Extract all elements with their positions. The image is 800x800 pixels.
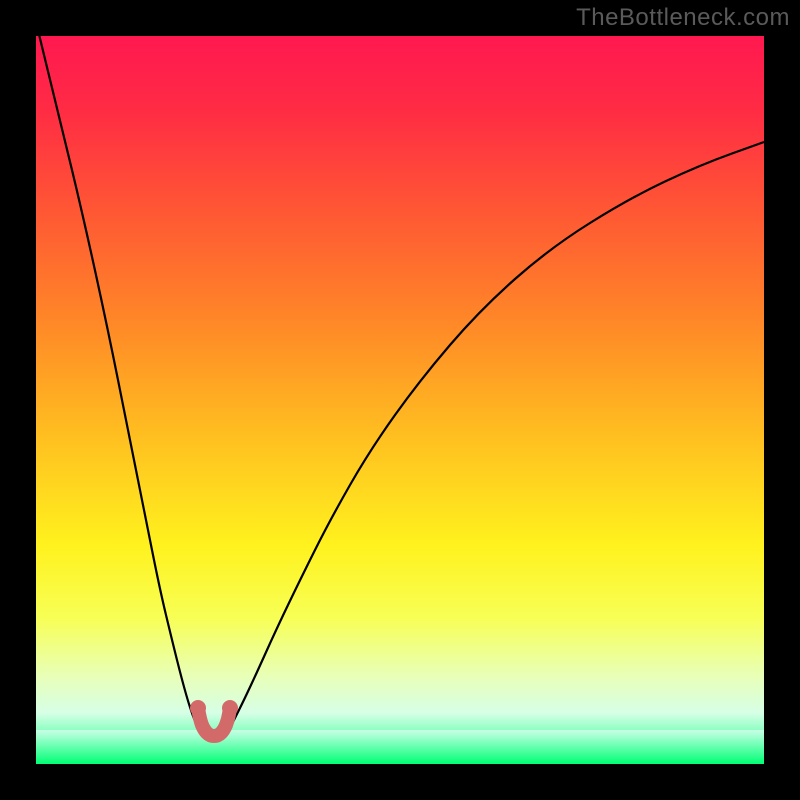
bottleneck-curve-left	[36, 22, 200, 732]
watermark-text: TheBottleneck.com	[576, 4, 790, 32]
bottleneck-curve-right	[228, 142, 764, 732]
dip-end-dot-left	[190, 700, 206, 716]
dip-end-dot-right	[222, 700, 238, 716]
curve-layer	[0, 0, 800, 800]
chart-frame: TheBottleneck.com	[0, 0, 800, 800]
